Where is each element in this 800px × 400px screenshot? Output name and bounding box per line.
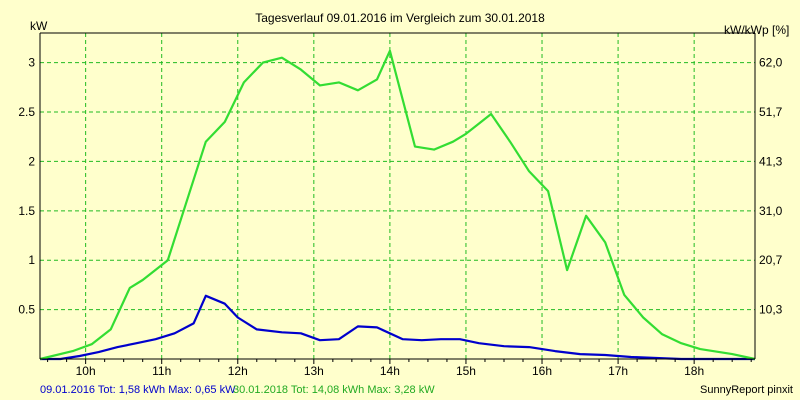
y-tick-label-right: 20,7 — [759, 253, 783, 267]
x-tick-label: 14h — [380, 364, 400, 378]
x-tick-label: 12h — [228, 364, 248, 378]
x-tick-label: 11h — [152, 364, 171, 378]
y-axis-label-left: kW — [30, 19, 48, 33]
footer-2018-summary: 30.01.2018 Tot: 14,08 kWh Max: 3,28 kW — [233, 384, 435, 396]
y-tick-label-left: 0.5 — [18, 303, 35, 317]
y-axis-label-right: kW/kWp [%] — [724, 23, 789, 37]
tick-labels: 10h 11h 12h 13h 14h 15h 16h 17h 18h 0.5 10,3 1 20,7 1… — [18, 56, 782, 378]
series-2016-line — [40, 294, 755, 361]
y-tick-label-right: 10,3 — [759, 303, 783, 317]
y-tick-label-right: 41,3 — [759, 154, 783, 168]
x-tick-label: 15h — [456, 364, 476, 378]
x-tick-label: 18h — [684, 364, 704, 378]
x-tick-label: 10h — [76, 364, 96, 378]
y-tick-label-left: 1 — [28, 253, 35, 267]
grid-lines — [40, 33, 755, 359]
footer-2016-summary: 09.01.2016 Tot: 1,58 kWh Max: 0,65 kW — [40, 384, 236, 396]
axes — [39, 32, 756, 364]
y-tick-label-left: 3 — [28, 56, 35, 70]
x-tick-label: 17h — [608, 364, 628, 378]
x-tick-label: 13h — [304, 364, 324, 378]
y-tick-label-right: 51,7 — [759, 105, 783, 119]
y-tick-label-left: 2 — [28, 154, 35, 168]
y-tick-label-left: 2.5 — [18, 105, 35, 119]
series-2018-line — [39, 49, 756, 361]
y-tick-label-right: 62,0 — [759, 56, 783, 70]
x-tick-label: 16h — [532, 364, 552, 378]
y-tick-label-left: 1.5 — [18, 204, 35, 218]
series-lines — [39, 49, 756, 361]
footer-credit: SunnyReport pinxit — [700, 384, 793, 396]
chart-title: Tagesverlauf 09.01.2016 im Vergleich zum… — [255, 11, 545, 25]
y-tick-label-right: 31,0 — [759, 204, 783, 218]
